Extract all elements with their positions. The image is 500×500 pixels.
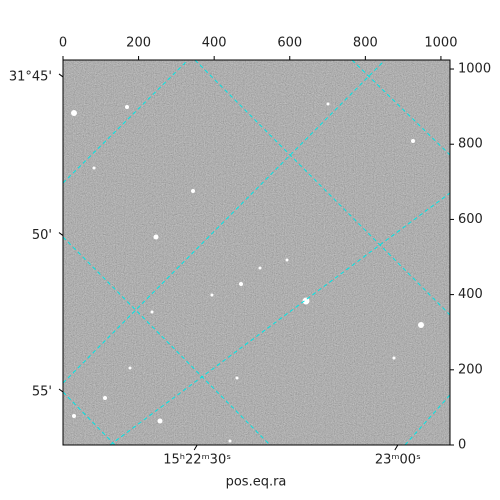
frame xyxy=(62,59,451,446)
world-y-tick xyxy=(58,232,64,236)
coordinate-grid xyxy=(63,60,450,445)
x-axis-label: pos.eq.ra xyxy=(226,475,287,490)
top-tick-label: 400 xyxy=(202,36,227,51)
world-x-tick-label: 15ʰ22ᵐ30ˢ xyxy=(163,453,231,468)
right-tick-label: 1000 xyxy=(458,62,491,77)
world-y-tick-label: 31°45' xyxy=(9,69,52,84)
right-tick-label: 200 xyxy=(458,362,483,377)
top-tick-label: 800 xyxy=(353,36,378,51)
world-y-tick-label: 50' xyxy=(32,228,52,243)
right-tick-label: 0 xyxy=(458,438,466,453)
world-y-tick-label: 55' xyxy=(32,384,52,399)
world-y-tick xyxy=(58,388,64,393)
right-tick-label: 400 xyxy=(458,287,483,302)
right-tick-label: 800 xyxy=(458,137,483,152)
top-tick-label: 1000 xyxy=(424,36,457,51)
world-x-tick xyxy=(193,444,198,451)
top-tick-label: 0 xyxy=(59,36,67,51)
top-tick-label: 200 xyxy=(126,36,151,51)
world-y-tick xyxy=(58,73,64,78)
stars xyxy=(71,102,424,443)
right-tick-label: 600 xyxy=(458,212,483,227)
image-noise xyxy=(63,60,450,445)
world-x-tick-label: 23ᵐ00ˢ xyxy=(375,453,421,468)
top-tick-label: 600 xyxy=(277,36,302,51)
world-x-tick xyxy=(394,444,399,451)
